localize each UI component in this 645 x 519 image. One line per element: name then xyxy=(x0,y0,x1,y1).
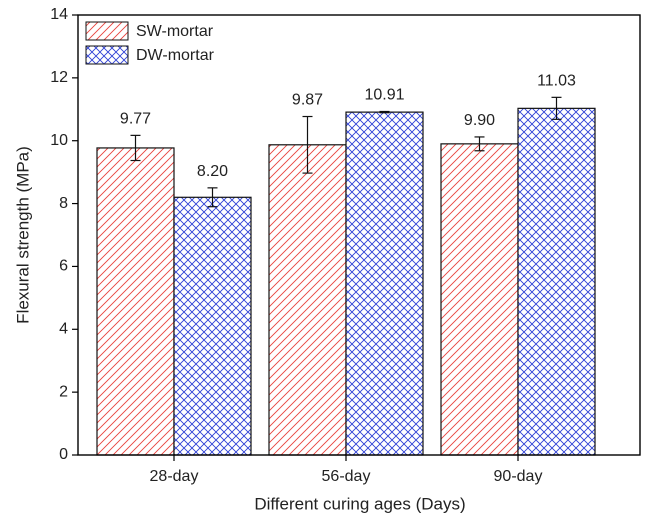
bar xyxy=(96,147,175,456)
y-tick-label: 4 xyxy=(59,321,68,338)
error-bar xyxy=(474,136,485,152)
bar xyxy=(345,111,424,456)
legend-swatch xyxy=(85,45,129,65)
legend-label: DW-mortar xyxy=(136,47,215,64)
y-tick-label: 10 xyxy=(50,132,68,149)
y-tick-label: 2 xyxy=(59,383,68,400)
error-bar xyxy=(207,187,218,208)
y-axis-label: Flexural strength (MPa) xyxy=(13,146,32,324)
x-tick-label: 90-day xyxy=(494,468,543,485)
y-tick-label: 6 xyxy=(59,258,68,275)
plot-frame xyxy=(77,14,641,456)
value-label: 8.20 xyxy=(197,163,228,180)
value-label: 11.03 xyxy=(537,73,576,90)
error-bar xyxy=(130,134,141,162)
y-tick-label: 12 xyxy=(50,69,68,86)
bar xyxy=(440,143,519,456)
y-tick-label: 0 xyxy=(59,446,68,463)
legend-label: SW-mortar xyxy=(136,23,214,40)
x-tick-label: 28-day xyxy=(150,468,199,485)
bar xyxy=(268,144,347,456)
bar xyxy=(517,107,596,456)
legend-swatch xyxy=(85,21,129,41)
value-label: 9.90 xyxy=(464,112,495,129)
bar xyxy=(173,196,252,456)
y-tick-label: 14 xyxy=(50,6,68,23)
y-tick-label: 8 xyxy=(59,195,68,212)
value-label: 9.77 xyxy=(120,111,151,128)
error-bar xyxy=(551,96,562,120)
value-label: 10.91 xyxy=(364,87,404,104)
error-bar xyxy=(379,110,390,114)
x-tick-label: 56-day xyxy=(322,468,371,485)
error-bar xyxy=(302,115,313,174)
value-label: 9.87 xyxy=(292,92,323,109)
x-axis-label: Different curing ages (Days) xyxy=(254,494,465,513)
